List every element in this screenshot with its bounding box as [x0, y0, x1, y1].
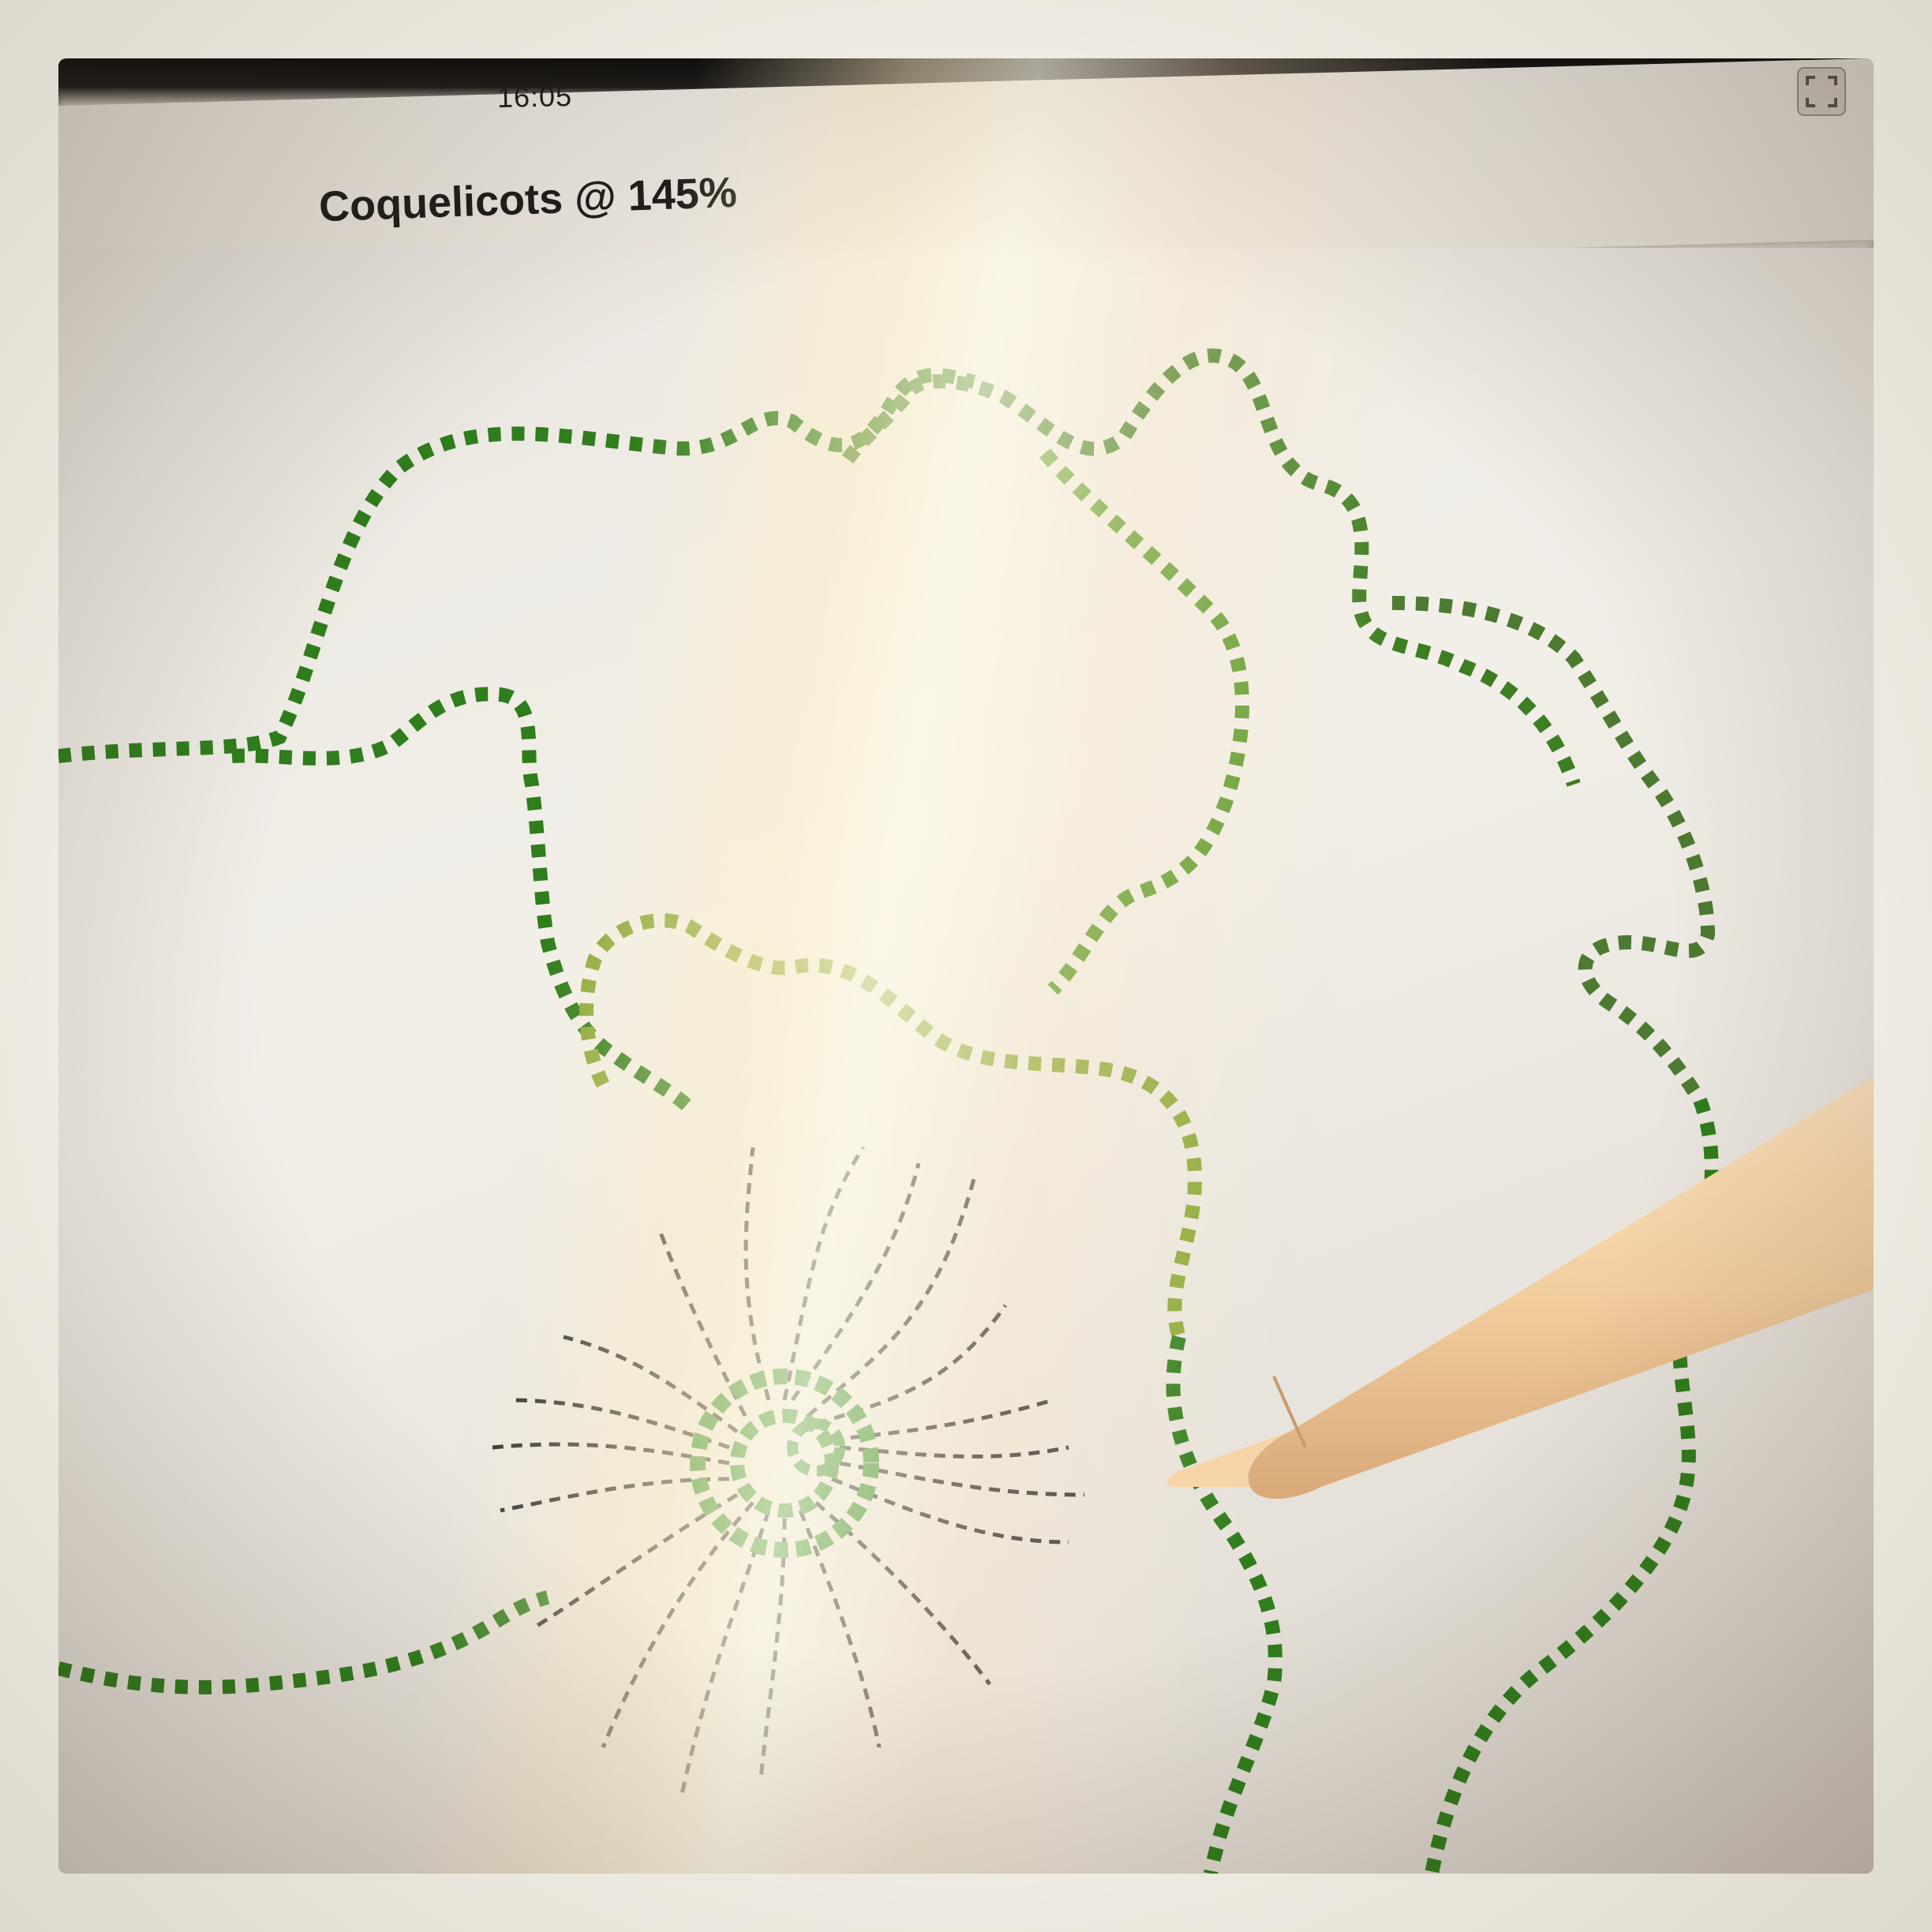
petal-right: [1391, 596, 1716, 1104]
petal-left-inner: [231, 687, 695, 1114]
petal-lower-right: [1166, 1335, 1282, 1874]
tablet-photo: 16:05 Coquelicots @ 145%: [58, 58, 1874, 1874]
petal-far-right: [1425, 1097, 1719, 1874]
stamens: [492, 1146, 1085, 1795]
petal-middle-outline: [1039, 448, 1249, 995]
poppy-drawing: [58, 348, 1719, 1874]
petal-bottom-left: [58, 1590, 550, 1694]
petal-top: [841, 348, 1581, 787]
petal-left-top: [58, 368, 976, 763]
